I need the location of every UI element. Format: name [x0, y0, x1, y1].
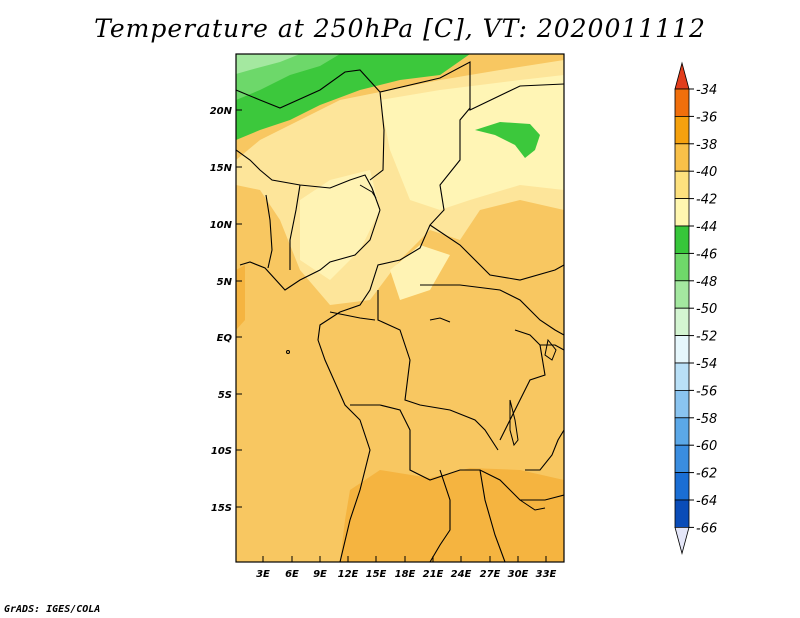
colorbar: -34 -36 -38 -40 -42 -44 -46 -48 -50 -52 -54 -56 -58 -… — [674, 61, 717, 555]
colorbar-box — [674, 444, 690, 474]
colorbar-box — [674, 335, 690, 364]
lat-label: 5N — [217, 277, 233, 288]
lon-label: 27E — [480, 569, 501, 580]
colorbar-label: -44 — [696, 220, 717, 235]
temperature-field — [236, 54, 564, 562]
lon-label: 12E — [338, 569, 359, 580]
lat-label: 10N — [210, 220, 233, 231]
lat-label: 5S — [218, 390, 232, 401]
colorbar-label: -36 — [696, 110, 717, 125]
colorbar-box — [674, 499, 690, 528]
colorbar-top-arrow — [674, 61, 690, 90]
lon-label: 18E — [395, 569, 416, 580]
colorbar-box — [674, 389, 690, 419]
ticks — [236, 109, 547, 562]
colorbar-box — [674, 225, 690, 254]
colorbar-label: -62 — [696, 467, 717, 482]
colorbar-label: -40 — [696, 165, 717, 180]
lat-label: 10S — [211, 446, 232, 457]
colorbar-box — [674, 143, 690, 172]
colorbar-label: -50 — [696, 302, 717, 317]
lon-label: 21E — [423, 569, 444, 580]
colorbar-label: -46 — [696, 247, 717, 262]
colorbar-box — [674, 198, 690, 227]
colorbar-box — [674, 362, 690, 391]
colorbar-box — [674, 116, 690, 145]
lon-label: 3E — [256, 569, 270, 580]
lon-label: 6E — [285, 569, 299, 580]
lon-label: 15E — [366, 569, 387, 580]
colorbar-box — [674, 252, 690, 282]
colorbar-label: -56 — [696, 384, 717, 399]
colorbar-label: -66 — [696, 521, 717, 536]
lat-label: EQ — [217, 333, 233, 344]
longitude-labels: 3E 6E 9E 12E 15E 18E 21E 24E 27E 30E 33E — [256, 569, 556, 580]
colorbar-label: -64 — [696, 494, 717, 509]
colorbar-label: -52 — [696, 330, 717, 345]
latitude-labels: 20N 15N 10N 5N EQ 5S 10S 15S — [210, 106, 233, 514]
lon-label: 33E — [536, 569, 557, 580]
colorbar-box — [674, 88, 690, 117]
lat-label: 15N — [210, 163, 233, 174]
colorbar-bottom-arrow — [674, 527, 690, 555]
colorbar-box — [674, 417, 690, 446]
colorbar-box — [674, 170, 690, 199]
colorbar-label: -48 — [696, 275, 717, 290]
borders — [236, 61, 564, 562]
colorbar-label: -60 — [696, 439, 717, 454]
map-title: Temperature at 250hPa [C], VT: 202001111… — [94, 14, 706, 43]
lat-label: 20N — [210, 106, 233, 117]
map-frame — [235, 53, 565, 563]
colorbar-label: -34 — [696, 83, 717, 98]
colorbar-label: -38 — [696, 138, 717, 153]
lat-label: 15S — [211, 503, 232, 514]
colorbar-box — [674, 307, 690, 337]
colorbar-label: -42 — [696, 193, 717, 208]
lakes — [286, 184, 557, 511]
credit-text: GrADS: IGES/COLA — [4, 604, 101, 615]
colorbar-label: -58 — [696, 412, 717, 427]
colorbar-box — [674, 280, 690, 309]
lon-label: 30E — [508, 569, 529, 580]
colorbar-label: -54 — [696, 357, 717, 372]
lon-label: 9E — [313, 569, 327, 580]
colorbar-box — [674, 472, 690, 501]
lon-label: 24E — [451, 569, 472, 580]
